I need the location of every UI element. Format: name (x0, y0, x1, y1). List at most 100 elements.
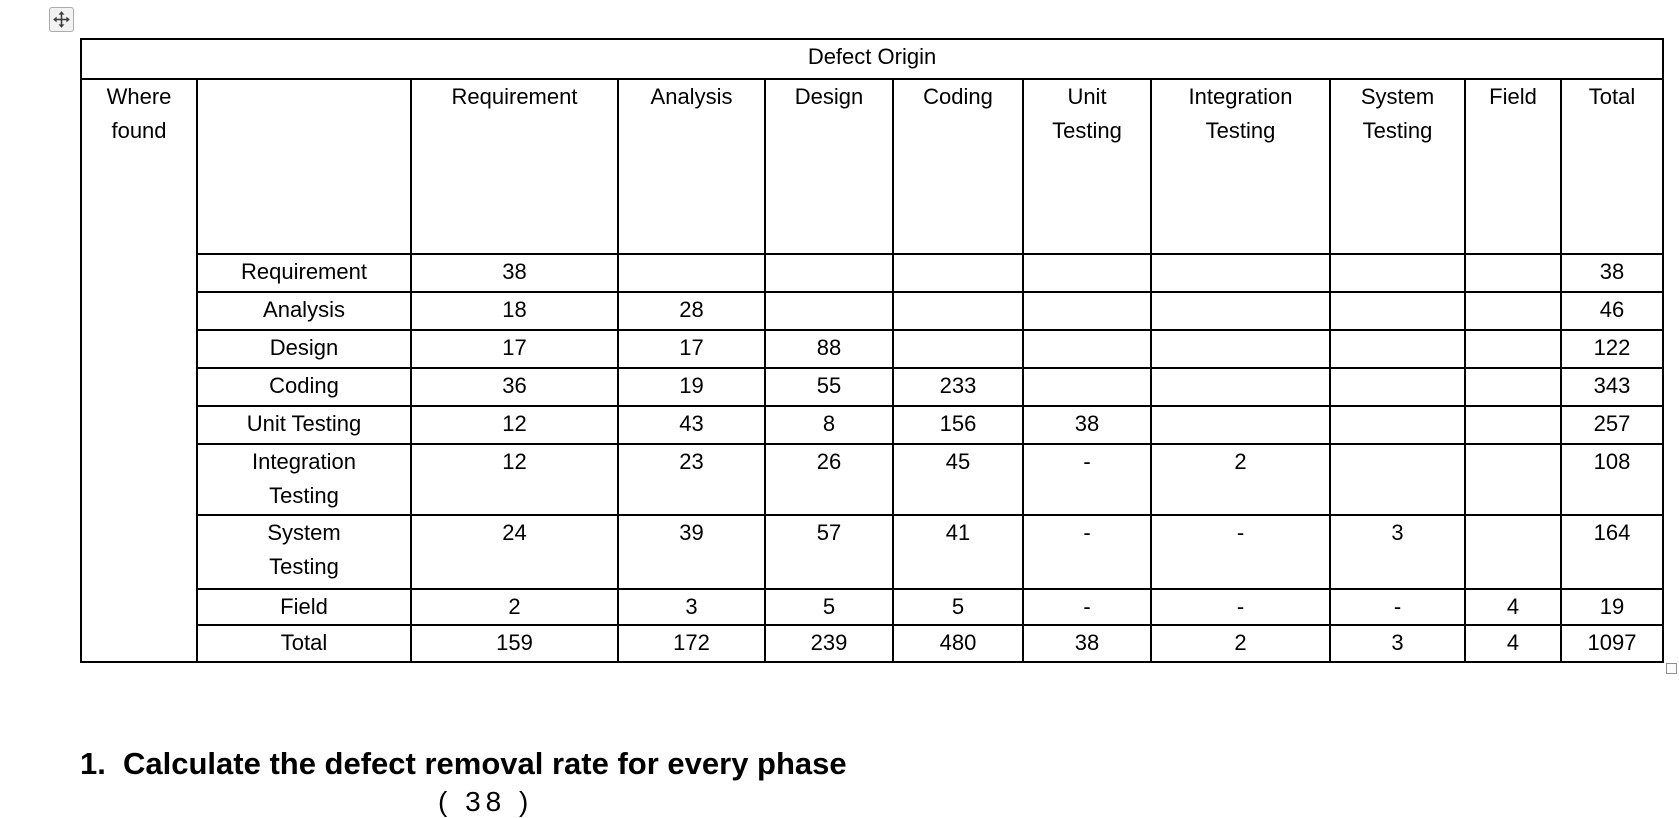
table-cell: 164 (1559, 514, 1665, 590)
table-cell: 36 (410, 367, 619, 407)
row-label: Total (196, 624, 412, 663)
table-cell: 45 (892, 443, 1024, 516)
table-cell (1022, 253, 1152, 293)
table-cell: 18 (410, 291, 619, 331)
table-cell: 3 (1329, 624, 1466, 663)
table-row: Field 2 3 5 5- - -4 19 (81, 588, 1665, 626)
table-cell (1022, 291, 1152, 331)
table-cell (764, 253, 894, 293)
table-cell: - (1022, 443, 1152, 516)
table-cell: 23 (617, 443, 766, 516)
table-cell: - (1150, 588, 1331, 626)
table-cell (1464, 514, 1562, 590)
row-label: Unit Testing (196, 405, 412, 445)
table-cell (1464, 329, 1562, 369)
column-header: Design (764, 78, 894, 255)
table-cell: 4 (1464, 624, 1562, 663)
table-row: System Testing 24 39 57 41- -3 164 (81, 514, 1665, 590)
table-cell (1150, 405, 1331, 445)
table-cell (892, 253, 1024, 293)
table-cell: - (1150, 514, 1331, 590)
table-cell (892, 329, 1024, 369)
table-cell: 88 (764, 329, 894, 369)
table-cell (1022, 329, 1152, 369)
question-number: 1. (80, 746, 106, 781)
table-cell: 28 (617, 291, 766, 331)
table-cell: 257 (1559, 405, 1665, 445)
table-cell: 41 (892, 514, 1024, 590)
table-cell (1150, 329, 1331, 369)
column-header: Unit Testing (1022, 78, 1152, 255)
table-row: Total 159 172 239 480 38 2 3 4 1097 (81, 624, 1665, 663)
table-cell (1464, 443, 1562, 516)
table-cell: 26 (764, 443, 894, 516)
table-cell: 46 (1559, 291, 1665, 331)
table-cell: 38 (410, 253, 619, 293)
table-cell (1329, 443, 1466, 516)
table-cell: 24 (410, 514, 619, 590)
table-cell: 4 (1464, 588, 1562, 626)
table-cell: 172 (617, 624, 766, 663)
column-header: System Testing (1329, 78, 1466, 255)
table-cell: 3 (617, 588, 766, 626)
column-header: Analysis (617, 78, 766, 255)
table-cell (1329, 291, 1466, 331)
table-move-handle[interactable] (49, 7, 74, 32)
table-cell: 43 (617, 405, 766, 445)
table-row: Unit Testing 12 43 8 156 38 257 (81, 405, 1665, 445)
table-cell: 5 (764, 588, 894, 626)
table-cell (1150, 367, 1331, 407)
table-resize-handle[interactable] (1666, 663, 1677, 674)
table-cell: 19 (1559, 588, 1665, 626)
table-cell (892, 291, 1024, 331)
table-cell (1464, 291, 1562, 331)
table-row: Integration Testing 12 23 26 45-2 108 (81, 443, 1665, 516)
table-cell (1150, 253, 1331, 293)
table-cell (1464, 405, 1562, 445)
table-cell: 159 (410, 624, 619, 663)
table-cell: 122 (1559, 329, 1665, 369)
table-row: Coding 36 19 55 233 343 (81, 367, 1665, 407)
row-label: Field (196, 588, 412, 626)
table-cell: 239 (764, 624, 894, 663)
table-cell (1329, 405, 1466, 445)
row-label: Requirement (196, 253, 412, 293)
row-label: Design (196, 329, 412, 369)
row-label: System Testing (196, 514, 412, 590)
column-header: Requirement (410, 78, 619, 255)
column-header: Integration Testing (1150, 78, 1331, 255)
column-header: Field (1464, 78, 1562, 255)
table-row: Requirement 38 38 (81, 253, 1665, 293)
question-heading: 1. Calculate the defect removal rate for… (80, 746, 847, 782)
table-cell: 3 (1329, 514, 1466, 590)
table-cell: 57 (764, 514, 894, 590)
table-cell: 2 (1150, 624, 1331, 663)
column-header: Total (1559, 78, 1665, 255)
table-cell: 343 (1559, 367, 1665, 407)
table-cell (1022, 367, 1152, 407)
table-cell: 12 (410, 443, 619, 516)
table-cell (1329, 329, 1466, 369)
row-label: Integration Testing (196, 443, 412, 516)
table-cell (1150, 291, 1331, 331)
table-cell (1464, 367, 1562, 407)
row-label: Coding (196, 367, 412, 407)
table-cell: 55 (764, 367, 894, 407)
table-cell: 17 (617, 329, 766, 369)
table-cell: - (1022, 514, 1152, 590)
column-header: Coding (892, 78, 1024, 255)
table-cell: 5 (892, 588, 1024, 626)
table-cell: 12 (410, 405, 619, 445)
table-cell: 480 (892, 624, 1024, 663)
table-title: Defect Origin (79, 38, 1665, 80)
defect-origin-table: Defect Origin Where found Requirement Analy… (79, 38, 1665, 663)
table-cell (1464, 253, 1562, 293)
empty-header-cell (196, 78, 412, 255)
table-cell: 38 (1022, 405, 1152, 445)
question-text: Calculate the defect removal rate for ev… (123, 746, 847, 781)
partial-formula-text: ( 38 ) (438, 786, 534, 817)
table-cell (1329, 253, 1466, 293)
table-cell: 8 (764, 405, 894, 445)
table-cell: 233 (892, 367, 1024, 407)
table-cell: 17 (410, 329, 619, 369)
